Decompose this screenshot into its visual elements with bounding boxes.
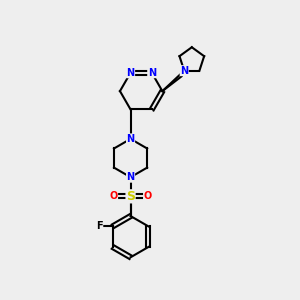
Text: N: N [127,68,135,78]
Text: N: N [148,68,156,78]
Text: S: S [126,190,135,203]
Text: N: N [127,134,135,144]
Text: N: N [127,172,135,182]
Text: F: F [96,221,103,231]
Text: O: O [143,191,152,201]
Text: O: O [110,191,118,201]
Text: N: N [180,66,188,76]
